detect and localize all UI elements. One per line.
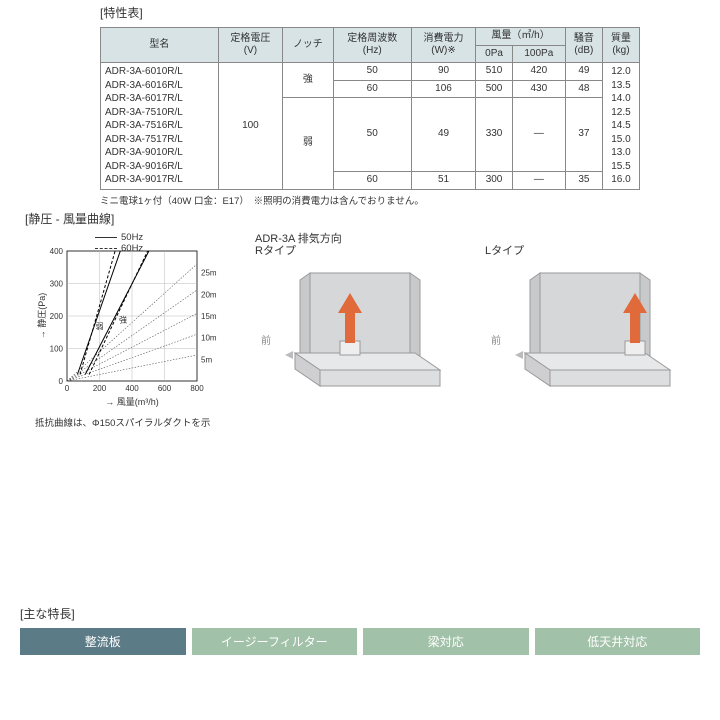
voltage-cell: 100	[218, 63, 282, 190]
feature-easy-filter: イージーフィルター	[192, 628, 358, 655]
spec-table-title: [特性表]	[100, 4, 640, 21]
th-model: 型名	[101, 28, 219, 63]
svg-text:400: 400	[50, 247, 64, 256]
notch-weak: 弱	[283, 98, 333, 190]
th-airflow: 風量（㎥/h）	[476, 28, 566, 46]
curve-title: [静圧 - 風量曲線]	[25, 210, 235, 227]
diagram-l-type: Lタイプ 前	[485, 240, 685, 400]
svg-text:800: 800	[190, 384, 204, 393]
feature-rectifier: 整流板	[20, 628, 186, 655]
feature-beam: 梁対応	[363, 628, 529, 655]
th-notch: ノッチ	[283, 28, 333, 63]
th-air100: 100Pa	[512, 45, 565, 63]
th-air0: 0Pa	[476, 45, 513, 63]
svg-text:0: 0	[65, 384, 70, 393]
svg-text:25m: 25m	[201, 269, 217, 278]
diagram-r-type: Rタイプ 前	[255, 240, 455, 400]
svg-text:0: 0	[59, 377, 64, 386]
th-voltage: 定格電圧 (V)	[218, 28, 282, 63]
static-pressure-chart: 010020030040002004006008005m10m15m20m25m…	[55, 251, 215, 411]
svg-text:200: 200	[50, 312, 64, 321]
th-freq: 定格周波数 (Hz)	[333, 28, 411, 63]
svg-text:400: 400	[125, 384, 139, 393]
svg-text:10m: 10m	[201, 334, 217, 343]
th-mass: 質量 (kg)	[602, 28, 639, 63]
feature-low-ceiling: 低天井対応	[535, 628, 701, 655]
spec-table: 型名 定格電圧 (V) ノッチ 定格周波数 (Hz) 消費電力 (W)※ 風量（…	[100, 27, 640, 190]
svg-text:弱: 弱	[96, 322, 104, 331]
mass-list: 12.013.514.012.514.515.013.015.516.0	[602, 63, 639, 190]
svg-text:20m: 20m	[201, 290, 217, 299]
spec-note: ミニ電球1ヶ付（40W 口金：E17） ※照明の消費電力は含んでおりません。	[100, 193, 640, 207]
svg-text:600: 600	[158, 384, 172, 393]
svg-text:300: 300	[50, 280, 64, 289]
svg-text:200: 200	[93, 384, 107, 393]
svg-text:15m: 15m	[201, 312, 217, 321]
features-bar: 整流板 イージーフィルター 梁対応 低天井対応	[20, 628, 700, 655]
svg-text:強: 強	[119, 315, 127, 325]
front-label-r: 前	[261, 332, 271, 347]
svg-text:100: 100	[50, 345, 64, 354]
th-noise: 騒音 (dB)	[565, 28, 602, 63]
features-title: [主な特長]	[20, 605, 700, 622]
front-label-l: 前	[491, 332, 501, 347]
model-list: ADR-3A-6010R/LADR-3A-6016R/LADR-3A-6017R…	[101, 63, 219, 190]
diagram-r-label: Rタイプ	[255, 242, 455, 258]
notch-strong: 強	[283, 63, 333, 98]
th-power: 消費電力 (W)※	[411, 28, 475, 63]
diagram-l-label: Lタイプ	[485, 242, 685, 258]
svg-text:→ 静圧(Pa): → 静圧(Pa)	[36, 293, 47, 340]
svg-text:→ 風量(m³/h): → 風量(m³/h)	[105, 397, 159, 407]
svg-text:5m: 5m	[201, 355, 212, 364]
